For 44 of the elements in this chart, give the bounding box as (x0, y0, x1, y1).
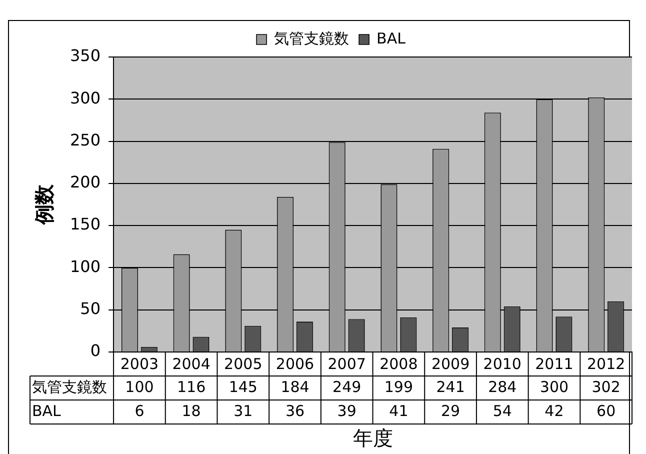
y-tick-label: 250 (70, 130, 101, 150)
data-label: 36 (285, 402, 305, 420)
y-tick-label: 350 (70, 46, 101, 66)
x-tick-label: 2008 (380, 354, 418, 373)
x-tick-label: 2005 (224, 354, 262, 373)
data-label: 41 (389, 402, 408, 420)
y-tick-label: 50 (80, 299, 101, 318)
y-tick-label: 300 (70, 88, 101, 108)
data-label: 18 (182, 402, 201, 420)
data-label: 241 (436, 378, 465, 396)
text: BAL (32, 402, 61, 420)
data-label: 249 (332, 378, 362, 396)
data-label: 284 (488, 378, 517, 396)
legend-label: 気管支鏡数 (274, 29, 350, 48)
x-tick-label: 2007 (328, 354, 366, 373)
y-tick-label: 0 (90, 341, 101, 360)
x-tick-label: 2010 (483, 354, 522, 373)
data-label: 42 (544, 402, 564, 420)
data-label: 54 (492, 402, 512, 420)
data-label: 199 (384, 378, 414, 396)
data-label: 116 (176, 378, 206, 396)
x-tick-label: 2012 (586, 354, 626, 373)
data-label: 6 (134, 402, 144, 420)
x-tick-label: 2004 (172, 354, 210, 373)
y-tick-label: 100 (70, 256, 101, 276)
data-label: 184 (280, 378, 310, 396)
data-label: 302 (592, 378, 620, 396)
data-label: 300 (540, 378, 569, 396)
x-tick-label: 2006 (276, 354, 314, 373)
data-label: 145 (228, 378, 258, 396)
x-tick-label: 2003 (120, 354, 159, 373)
data-label: 29 (440, 402, 460, 420)
data-label: 31 (234, 402, 253, 420)
data-label: 39 (337, 402, 356, 420)
x-tick-label: 2009 (431, 354, 470, 373)
data-label: 60 (596, 402, 616, 420)
y-tick-label: 200 (70, 172, 101, 192)
x-tick-label: 2011 (535, 354, 574, 373)
text: 気管支鏡数 (32, 378, 107, 396)
x-axis-title: 年度 (352, 426, 393, 450)
y-tick-label: 150 (70, 214, 101, 234)
y-axis-title: 例数 (32, 184, 56, 226)
legend-label: BAL (376, 29, 406, 48)
data-label: 100 (125, 378, 154, 396)
